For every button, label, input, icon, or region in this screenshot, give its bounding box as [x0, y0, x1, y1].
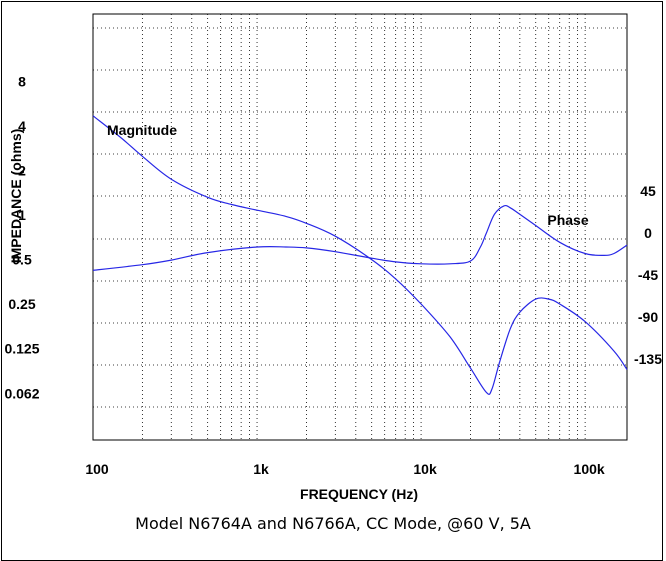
magnitude-line [92, 115, 628, 395]
x-axis-label: FREQUENCY (Hz) [300, 486, 418, 502]
magnitude-series-label: Magnitude [107, 122, 177, 138]
series-labels: Magnitude Phase [107, 122, 589, 228]
series-lines [92, 115, 628, 395]
y-axis-label: IMPEDANCE (ohms) [8, 129, 24, 264]
y2-tick-label: -45 [638, 267, 658, 283]
y2-tick-label: 0 [644, 225, 652, 241]
phase-series-label: Phase [547, 212, 588, 228]
y2-tick-label: -90 [638, 309, 658, 325]
y2-tick-label: 45 [640, 183, 656, 199]
y-tick-labels: 0.062 0.125 0.25 0.5 1 2 4 8 [4, 74, 39, 402]
x-tick-label: 1k [253, 461, 269, 477]
chart-caption: Model N6764A and N6766A, CC Mode, @60 V,… [135, 514, 531, 533]
y-tick-label: 4 [18, 118, 26, 134]
y2-tick-labels: 45 0 -45 -90 -135 [634, 183, 662, 367]
x-tick-labels: 100 1k 10k 100k [85, 461, 605, 477]
y-tick-label: 0.125 [4, 340, 39, 356]
x-tick-label: 100 [85, 461, 109, 477]
y-tick-label: 0.5 [12, 252, 32, 268]
y-tick-label: 1 [18, 207, 26, 223]
y-tick-label: 8 [18, 74, 26, 90]
y-tick-label: 0.062 [4, 385, 39, 401]
y2-tick-label: -135 [634, 351, 662, 367]
x-tick-label: 10k [413, 461, 437, 477]
grid-lines [93, 14, 627, 440]
phase-line [92, 204, 628, 271]
y-tick-label: 0.25 [8, 296, 35, 312]
y-tick-label: 2 [18, 163, 26, 179]
x-tick-label: 100k [574, 461, 605, 477]
